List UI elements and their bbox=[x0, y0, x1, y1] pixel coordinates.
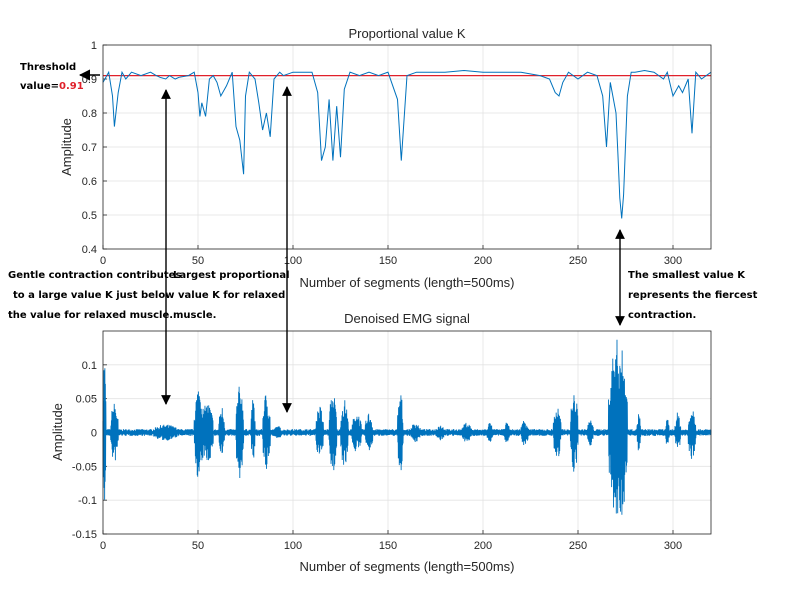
x-tick-label: 200 bbox=[474, 255, 492, 267]
largest-label-line-3: muscle. bbox=[173, 310, 216, 321]
y-tick-label: 0.8 bbox=[82, 108, 97, 120]
y-tick-label: 0.6 bbox=[82, 176, 97, 188]
axes-box bbox=[102, 44, 712, 250]
smallest-label-line-3: contraction. bbox=[628, 310, 696, 321]
x-tick-label: 0 bbox=[100, 255, 106, 267]
gentle-annotation: Gentle contraction contributes to a larg… bbox=[8, 89, 181, 405]
x-tick-label: 150 bbox=[379, 540, 397, 552]
chart-title: Proportional value K bbox=[348, 26, 465, 41]
y-tick-label: -0.1 bbox=[78, 495, 97, 507]
x-axis-label: Number of segments (length=500ms) bbox=[300, 275, 515, 290]
y-tick-label: -0.05 bbox=[72, 461, 97, 473]
y-axis-label: Amplitude bbox=[50, 403, 65, 461]
y-axis-label: Amplitude bbox=[59, 118, 74, 176]
x-tick-labels: 0 50 100 150 200 250 300 bbox=[100, 540, 682, 552]
x-tick-label: 50 bbox=[192, 255, 204, 267]
largest-annotation: Largest proportional value K for relaxed… bbox=[173, 86, 292, 413]
smallest-annotation: The smallest value K represents the fier… bbox=[615, 229, 758, 326]
gentle-label-line-3: the value for relaxed muscle. bbox=[8, 310, 173, 321]
emg-signal-panel: -0.15 -0.1 -0.05 0 0.05 0.1 0 50 100 150 200 250 30… bbox=[50, 311, 712, 574]
largest-label-line-2: value K for relaxed bbox=[178, 290, 285, 301]
emg-series-line bbox=[102, 339, 712, 515]
x-tick-label: 200 bbox=[474, 540, 492, 552]
y-tick-label: 0.05 bbox=[76, 394, 97, 406]
x-tick-label: 0 bbox=[100, 540, 106, 552]
chart-title: Denoised EMG signal bbox=[344, 311, 470, 326]
y-tick-label: -0.15 bbox=[72, 529, 97, 541]
smallest-label-line-2: represents the fiercest bbox=[628, 290, 758, 301]
y-tick-label: 0.7 bbox=[82, 142, 97, 154]
y-tick-label: 0 bbox=[91, 428, 97, 440]
gentle-label-line-1: Gentle contraction contributes bbox=[8, 270, 181, 281]
y-tick-label: 0.4 bbox=[82, 244, 97, 256]
y-tick-label: 0.5 bbox=[82, 210, 97, 222]
x-tick-label: 100 bbox=[284, 540, 302, 552]
x-tick-label: 250 bbox=[569, 255, 587, 267]
proportional-k-panel: 0.40.50.60.70.80.91 0 50 100 150 200 250 300 P… bbox=[59, 26, 712, 290]
threshold-annotation: Threshold value=0.91 bbox=[20, 62, 100, 92]
x-tick-label: 300 bbox=[664, 255, 682, 267]
y-tick-labels: -0.15 -0.1 -0.05 0 0.05 0.1 bbox=[72, 360, 97, 541]
x-tick-labels: 0 50 100 150 200 250 300 bbox=[100, 255, 682, 267]
x-tick-label: 250 bbox=[569, 540, 587, 552]
threshold-label: Threshold bbox=[20, 62, 76, 73]
x-tick-label: 150 bbox=[379, 255, 397, 267]
axes-box bbox=[102, 330, 712, 535]
y-tick-label: 0.1 bbox=[82, 360, 97, 372]
x-tick-label: 50 bbox=[192, 540, 204, 552]
k-series-line bbox=[102, 69, 712, 219]
x-axis-label: Number of segments (length=500ms) bbox=[300, 559, 515, 574]
largest-label-line-1: Largest proportional bbox=[173, 270, 290, 281]
y-tick-label: 1 bbox=[91, 40, 97, 52]
gentle-label-line-2: to a large value K just below bbox=[13, 290, 174, 301]
x-tick-label: 300 bbox=[664, 540, 682, 552]
threshold-value-label: value=0.91 bbox=[20, 81, 84, 92]
smallest-label-line-1: The smallest value K bbox=[628, 270, 746, 281]
